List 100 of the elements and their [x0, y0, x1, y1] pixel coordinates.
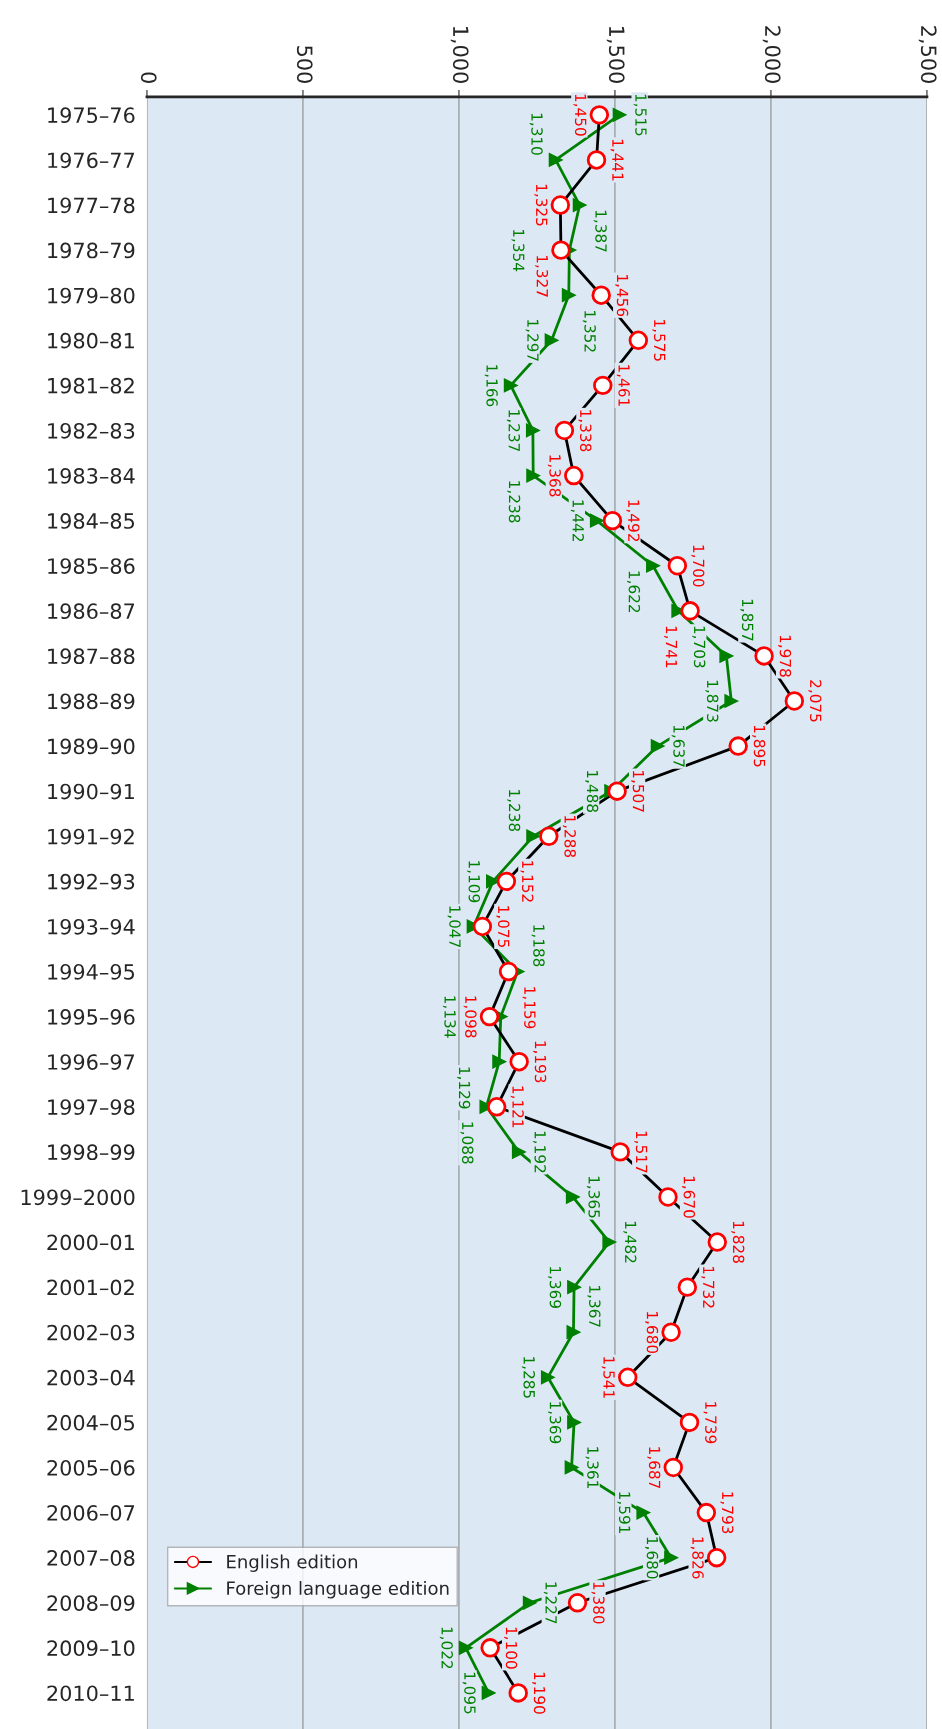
point	[724, 694, 739, 708]
y-tick-label: 2002–03	[47, 1324, 135, 1341]
y-tick-label: 1985–86	[48, 558, 135, 574]
y-tick-label: 1978–79	[48, 242, 135, 259]
text: 1,828	[731, 1221, 745, 1263]
text: 1,703	[692, 626, 706, 668]
point	[526, 829, 541, 844]
point	[664, 1550, 679, 1565]
point	[610, 1142, 630, 1162]
y-tick-label: 1986–87	[48, 603, 135, 620]
y-tick-label: 2001–02	[47, 1279, 134, 1296]
point	[658, 1187, 678, 1207]
point	[479, 1006, 500, 1027]
text: 1,361	[585, 1447, 599, 1488]
text: 1,637	[671, 725, 685, 767]
text: 1,188	[531, 925, 545, 967]
point	[677, 1277, 698, 1297]
point	[679, 1412, 700, 1433]
text: 1,492	[626, 500, 640, 541]
y-tick-label: 1996–97	[48, 1054, 135, 1070]
point	[589, 105, 610, 125]
point	[565, 1190, 580, 1204]
y-tick-label: 2003–04	[47, 1369, 135, 1386]
text: 1,680	[645, 1537, 659, 1579]
text: 1,129	[457, 1067, 471, 1109]
text: 1,237	[506, 410, 521, 452]
point	[667, 556, 688, 576]
x-tick-label: 2,000	[762, 26, 781, 83]
text: 1,100	[504, 1627, 518, 1669]
text: 1,741	[664, 626, 678, 668]
text: 1,190	[532, 1672, 546, 1714]
text: 1,732	[701, 1266, 715, 1308]
text: 1,441	[610, 139, 624, 181]
point	[554, 420, 575, 441]
text: 1,380	[591, 1582, 605, 1624]
point	[544, 333, 559, 348]
y-tick-label: 1975–76	[48, 107, 135, 124]
text: 1,159	[522, 987, 536, 1029]
point	[661, 1322, 681, 1342]
y-tick-label: 1983–84	[48, 468, 135, 484]
y-tick-label: 1981–82	[48, 377, 134, 394]
point	[680, 601, 700, 621]
point	[492, 1054, 507, 1069]
text: 1,541	[601, 1357, 615, 1398]
text: 1,517	[634, 1131, 648, 1173]
text: 1,288	[562, 816, 576, 858]
point	[728, 736, 748, 756]
point	[567, 1415, 582, 1430]
text: 1,700	[691, 545, 705, 587]
y-tick-label: 1976–77	[48, 152, 135, 169]
text: 1,387	[593, 210, 607, 252]
x-tick-label: 500	[296, 46, 313, 83]
text: 1,488	[585, 770, 599, 812]
y-tick-label: 1988–89	[48, 693, 135, 710]
text: 1,109	[466, 861, 481, 903]
point	[719, 648, 734, 663]
point	[539, 826, 559, 846]
point	[498, 961, 519, 982]
y-tick-label: 1994–95	[48, 963, 135, 980]
point	[561, 288, 576, 303]
point	[481, 1685, 496, 1700]
point	[496, 871, 517, 892]
y-tick-label: 2006–07	[47, 1505, 135, 1521]
y-tick-label: 2007–08	[47, 1550, 135, 1566]
text: 1,857	[740, 599, 754, 641]
text: 1,680	[645, 1312, 659, 1354]
text: 1,297	[525, 320, 539, 361]
point	[602, 1235, 617, 1249]
point	[593, 375, 613, 396]
text: 1,354	[511, 229, 525, 272]
y-tick-label: 1993–94	[48, 918, 135, 935]
point	[480, 1638, 500, 1658]
text: 1,442	[570, 500, 584, 541]
point	[566, 1325, 581, 1340]
point	[526, 468, 541, 483]
point	[540, 1370, 555, 1385]
text: 1,192	[532, 1131, 546, 1173]
text: 1,793	[720, 1492, 734, 1534]
point	[522, 1595, 537, 1610]
text: 1,591	[617, 1492, 631, 1534]
text: 1,098	[463, 996, 477, 1038]
point	[525, 423, 540, 438]
text: 1,450	[573, 94, 587, 136]
y-tick-label: 1980–81	[48, 332, 134, 349]
text: 1,193	[533, 1041, 547, 1083]
text: 1,461	[616, 365, 630, 406]
text: 1,368	[547, 455, 561, 497]
y-tick-label: 1998–99	[48, 1144, 135, 1161]
y-tick-label: 1995–96	[48, 1009, 135, 1025]
y-tick-label: 1989–90	[48, 738, 135, 755]
point	[551, 240, 571, 260]
text: 1,285	[521, 1357, 535, 1398]
point	[706, 1547, 727, 1568]
point	[508, 1683, 528, 1703]
text: 1,152	[520, 861, 534, 902]
point	[696, 1502, 717, 1523]
point	[618, 1367, 638, 1388]
text: 1,456	[615, 275, 629, 317]
y-tick-label: 1977–78	[48, 197, 135, 214]
text: 1,238	[507, 481, 521, 523]
